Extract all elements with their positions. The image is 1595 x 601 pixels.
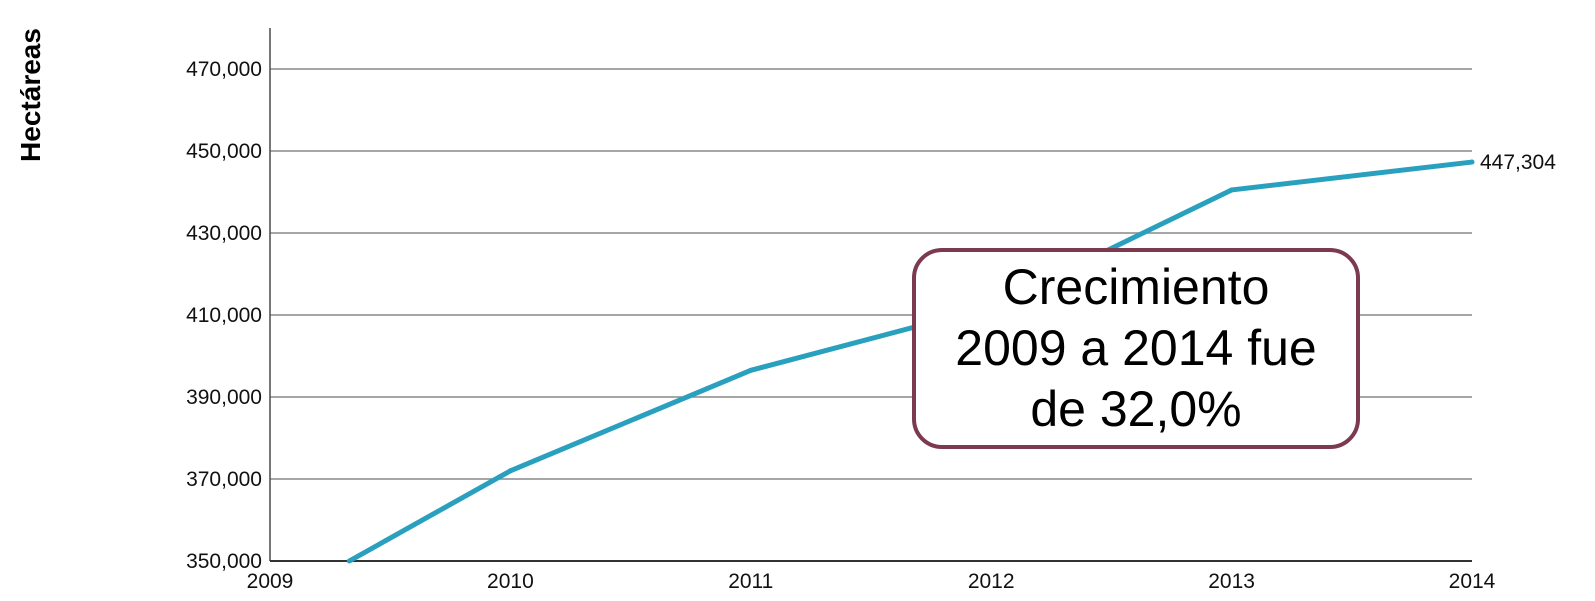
end-value-label: 447,304 [1480, 151, 1556, 174]
callout-line-2: 2009 a 2014 fue [955, 320, 1317, 376]
y-tick-label: 430,000 [186, 222, 262, 245]
x-tick-label: 2014 [1449, 570, 1496, 593]
y-tick-label: 370,000 [186, 468, 262, 491]
y-axis-ticks: 350,000 370,000 390,000 410,000 430,000 450,0… [186, 58, 262, 573]
axes [269, 28, 1472, 562]
data-point [346, 558, 352, 564]
y-tick-label: 470,000 [186, 58, 262, 81]
x-tick-label: 2013 [1208, 570, 1255, 593]
callout-line-3: de 32,0% [1030, 381, 1242, 437]
x-axis-ticks: 2009 2010 2011 2012 2013 2014 [247, 570, 1496, 593]
data-point [507, 468, 513, 474]
y-axis-title: Hectáreas [15, 28, 46, 162]
data-point [748, 367, 754, 373]
y-tick-label: 410,000 [186, 304, 262, 327]
y-tick-label: 390,000 [186, 386, 262, 409]
callout-line-1: Crecimiento [1002, 259, 1270, 315]
data-point [1229, 187, 1235, 193]
y-tick-label: 450,000 [186, 140, 262, 163]
series-line [348, 159, 1473, 564]
data-point [1469, 159, 1475, 165]
grid-lines [270, 68, 1472, 480]
x-tick-label: 2012 [968, 570, 1015, 593]
y-tick-label: 350,000 [186, 550, 262, 573]
x-tick-label: 2009 [247, 570, 294, 593]
growth-callout-box: Crecimiento 2009 a 2014 fue de 32,0% [912, 248, 1360, 449]
x-tick-label: 2011 [728, 570, 773, 593]
x-tick-label: 2010 [487, 570, 534, 593]
